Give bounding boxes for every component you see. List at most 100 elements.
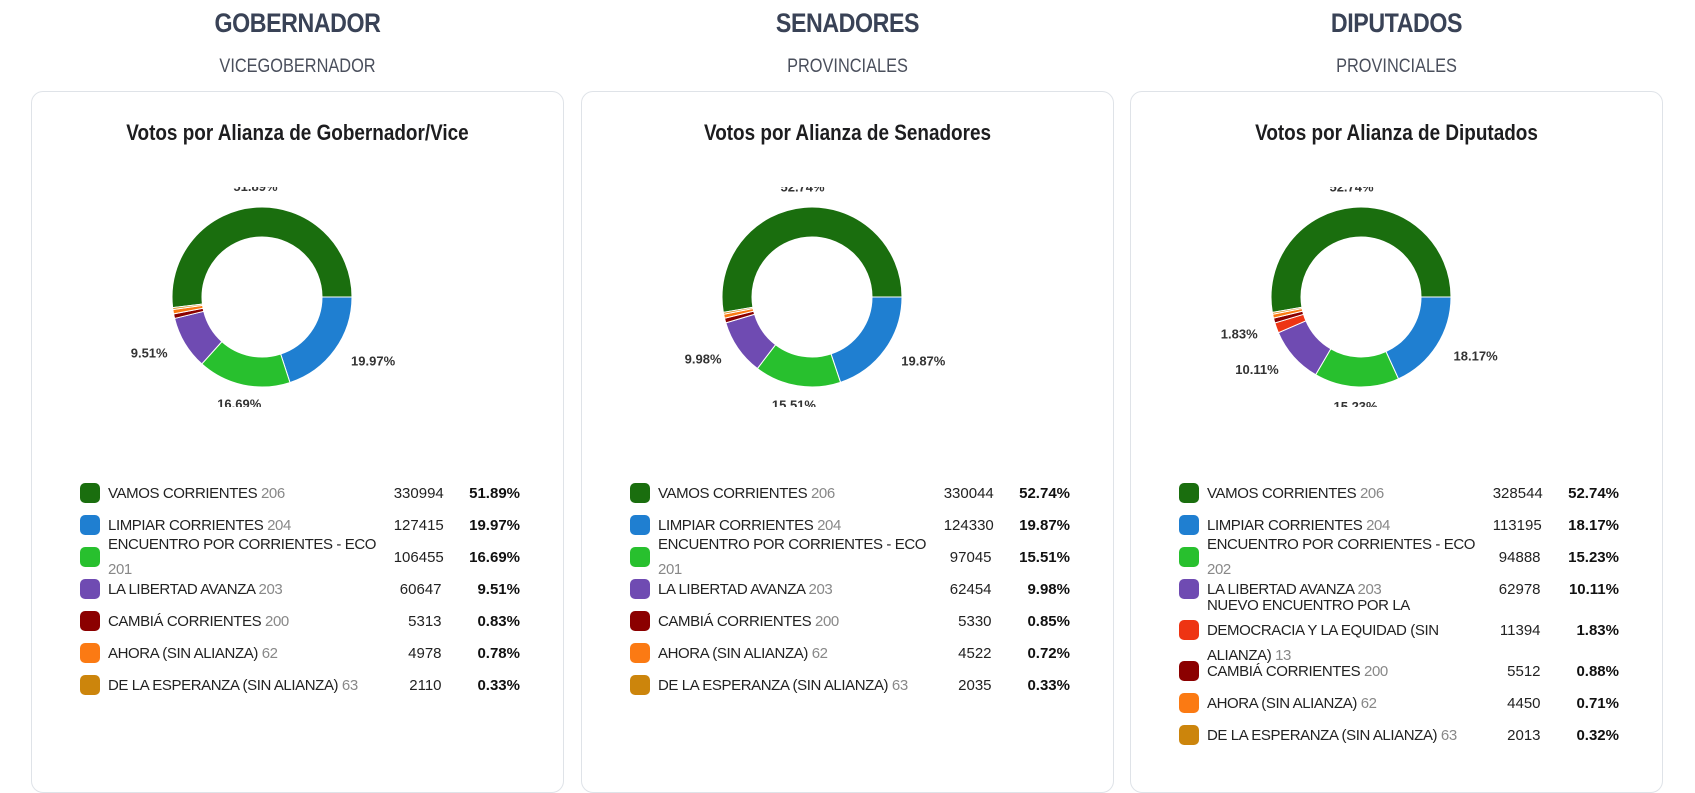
legend-row[interactable]: CAMBIÁ CORRIENTES 200 5512 0.88% <box>1179 655 1619 687</box>
chart-legend: VAMOS CORRIENTES 206 330994 51.89% LIMPIAR … <box>80 477 520 701</box>
legend-swatch <box>1179 620 1199 640</box>
section-header: DIPUTADOS PROVINCIALES <box>1130 6 1663 79</box>
slice-percent-label: 19.97% <box>351 354 396 369</box>
donut-slice[interactable] <box>1314 348 1400 388</box>
donut-slice[interactable] <box>830 296 903 383</box>
legend-swatch <box>1179 547 1199 567</box>
chart-card: Votos por Alianza de Senadores 52.74% 19.… <box>581 91 1114 793</box>
legend-swatch <box>80 675 100 695</box>
legend-row[interactable]: AHORA (SIN ALIANZA) 62 4522 0.72% <box>630 637 1070 669</box>
legend-party-name: LA LIBERTAD AVANZA 203 <box>658 577 944 602</box>
party-code: 203 <box>808 580 833 598</box>
party-code: 63 <box>341 676 358 694</box>
section-title: DIPUTADOS <box>1330 8 1463 38</box>
legend-row[interactable]: LIMPIAR CORRIENTES 204 113195 18.17% <box>1179 509 1619 541</box>
party-label: CAMBIÁ CORRIENTES <box>108 612 265 630</box>
party-code: 204 <box>817 516 841 534</box>
legend-row[interactable]: DE LA ESPERANZA (SIN ALIANZA) 63 2035 0.33… <box>630 669 1070 701</box>
party-code: 204 <box>267 516 291 534</box>
legend-party-name: LA LIBERTAD AVANZA 203 <box>1207 577 1493 602</box>
legend-row[interactable]: VAMOS CORRIENTES 206 328544 52.74% <box>1179 477 1619 509</box>
party-code: 203 <box>258 580 283 598</box>
party-label: AHORA (SIN ALIANZA) <box>108 644 262 662</box>
legend-percent: 1.83% <box>1576 621 1619 639</box>
legend-swatch <box>80 547 100 567</box>
slice-percent-label: 15.23% <box>1334 399 1379 407</box>
legend-swatch <box>630 675 650 695</box>
legend-votes: 2035 <box>958 676 992 694</box>
donut-chart: 51.89% 19.97% 16.69% 9.51% <box>131 187 396 407</box>
legend-party-name: ENCUENTRO POR CORRIENTES - ECO 202 <box>1207 532 1493 582</box>
legend-votes: 11394 <box>1499 621 1541 639</box>
legend-votes: 62454 <box>949 580 992 598</box>
legend-swatch <box>630 611 650 631</box>
legend-percent: 0.85% <box>1027 612 1070 630</box>
donut-chart: 52.74% 18.17% 15.23% 10.11% 1.83% <box>1221 187 1499 407</box>
donut-slice[interactable] <box>722 306 754 315</box>
legend-percent: 15.51% <box>1019 548 1070 566</box>
legend-row[interactable]: LA LIBERTAD AVANZA 203 62454 9.98% <box>630 573 1070 605</box>
legend-row[interactable]: ENCUENTRO POR CORRIENTES - ECO 201 97045 1… <box>630 536 1070 578</box>
party-label: VAMOS CORRIENTES <box>658 484 811 502</box>
legend-swatch <box>630 643 650 663</box>
legend-votes: 127415 <box>393 516 444 534</box>
legend-row[interactable]: ENCUENTRO POR CORRIENTES - ECO 201 106455… <box>80 536 520 578</box>
legend-percent: 0.33% <box>477 676 520 694</box>
donut-slice[interactable] <box>721 206 903 313</box>
donut-slice[interactable] <box>171 206 353 309</box>
legend-party-name: VAMOS CORRIENTES 206 <box>108 481 394 506</box>
party-code: 63 <box>891 676 908 694</box>
legend-row[interactable]: LIMPIAR CORRIENTES 204 124330 19.87% <box>630 509 1070 541</box>
legend-votes: 97045 <box>949 548 992 566</box>
legend-party-name: VAMOS CORRIENTES 206 <box>1207 481 1493 506</box>
legend-row[interactable]: LA LIBERTAD AVANZA 203 62978 10.11% <box>1179 573 1619 605</box>
legend-votes: 5313 <box>408 612 442 630</box>
legend-party-name: LA LIBERTAD AVANZA 203 <box>108 577 394 602</box>
party-label: LIMPIAR CORRIENTES <box>1207 516 1367 534</box>
legend-row[interactable]: VAMOS CORRIENTES 206 330994 51.89% <box>80 477 520 509</box>
donut-slice[interactable] <box>1385 296 1452 380</box>
party-label: DE LA ESPERANZA (SIN ALIANZA) <box>1207 726 1441 744</box>
party-code: 206 <box>810 484 835 502</box>
legend-votes: 2013 <box>1507 726 1541 744</box>
donut-slice[interactable] <box>280 296 353 384</box>
legend-row[interactable]: ENCUENTRO POR CORRIENTES - ECO 202 94888 1… <box>1179 536 1619 578</box>
party-label: LA LIBERTAD AVANZA <box>108 580 259 598</box>
legend-row[interactable]: AHORA (SIN ALIANZA) 62 4450 0.71% <box>1179 687 1619 719</box>
legend-swatch <box>1179 693 1199 713</box>
party-code: 62 <box>1360 694 1377 712</box>
donut-slice[interactable] <box>1270 206 1452 314</box>
party-label: NUEVO ENCUENTRO POR LA DEMOCRACIA Y LA E… <box>1207 596 1439 664</box>
legend-votes: 330044 <box>943 484 994 502</box>
legend-row[interactable]: CAMBIÁ CORRIENTES 200 5313 0.83% <box>80 605 520 637</box>
legend-votes: 113195 <box>1492 516 1542 534</box>
legend-row[interactable]: DE LA ESPERANZA (SIN ALIANZA) 63 2110 0.33… <box>80 669 520 701</box>
donut-slice[interactable] <box>1271 306 1303 315</box>
legend-row[interactable]: VAMOS CORRIENTES 206 330044 52.74% <box>630 477 1070 509</box>
legend-row[interactable]: CAMBIÁ CORRIENTES 200 5330 0.85% <box>630 605 1070 637</box>
chart-card: Votos por Alianza de Diputados 52.74% 18.… <box>1130 91 1663 793</box>
legend-party-name: LIMPIAR CORRIENTES 204 <box>108 513 394 538</box>
chart-card: Votos por Alianza de Gobernador/Vice 51.… <box>31 91 564 793</box>
legend-row[interactable]: DE LA ESPERANZA (SIN ALIANZA) 63 2013 0.32… <box>1179 719 1619 751</box>
legend-party-name: DE LA ESPERANZA (SIN ALIANZA) 63 <box>658 673 944 698</box>
section-header: GOBERNADOR VICEGOBERNADOR <box>31 6 564 79</box>
legend-percent: 18.17% <box>1568 516 1619 534</box>
legend-row[interactable]: LIMPIAR CORRIENTES 204 127415 19.97% <box>80 509 520 541</box>
legend-swatch <box>1179 725 1199 745</box>
chart-title: Votos por Alianza de Gobernador/Vice <box>126 120 469 145</box>
legend-row[interactable]: NUEVO ENCUENTRO POR LA DEMOCRACIA Y LA E… <box>1179 597 1619 664</box>
donut-slice[interactable] <box>172 303 204 311</box>
column-senadores: SENADORES PROVINCIALES Votos por Alianza… <box>581 0 1114 793</box>
slice-percent-label: 18.17% <box>1454 348 1499 363</box>
legend-party-name: AHORA (SIN ALIANZA) 62 <box>1207 691 1493 716</box>
legend-row[interactable]: AHORA (SIN ALIANZA) 62 4978 0.78% <box>80 637 520 669</box>
legend-row[interactable]: LA LIBERTAD AVANZA 203 60647 9.51% <box>80 573 520 605</box>
legend-swatch <box>630 483 650 503</box>
legend-votes: 60647 <box>399 580 442 598</box>
slice-percent-label: 9.51% <box>131 345 168 360</box>
party-label: AHORA (SIN ALIANZA) <box>658 644 812 662</box>
party-code: 206 <box>1359 484 1384 502</box>
chart-legend: VAMOS CORRIENTES 206 330044 52.74% LIMPIAR … <box>630 477 1070 701</box>
party-label: ENCUENTRO POR CORRIENTES - ECO <box>658 536 927 553</box>
